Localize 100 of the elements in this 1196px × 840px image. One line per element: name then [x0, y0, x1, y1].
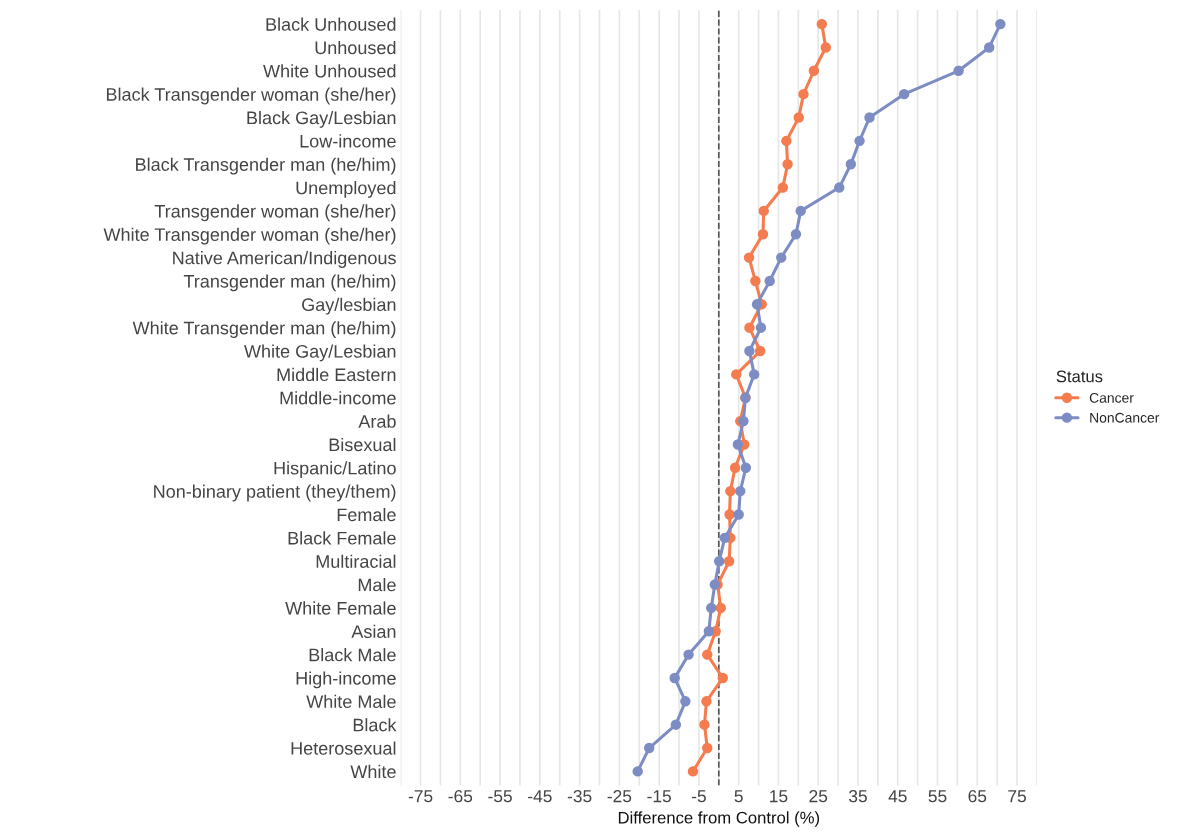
- point: [723, 556, 735, 567]
- point: [790, 229, 802, 240]
- x-tick-label: -5: [691, 790, 706, 803]
- point: [744, 345, 755, 357]
- point: [701, 696, 712, 707]
- y-tick-label: Heterosexual: [291, 741, 396, 755]
- point: [699, 719, 710, 730]
- point: [795, 205, 806, 217]
- point: [717, 672, 728, 684]
- point: [758, 205, 769, 217]
- y-tick-label: Transgender man (he/him): [183, 274, 396, 292]
- point: [632, 766, 643, 777]
- y-tick-label: Low-income: [300, 134, 396, 148]
- point: [729, 462, 741, 474]
- point: [670, 719, 682, 730]
- y-tick-label: Multiracial: [316, 554, 396, 568]
- point: [703, 626, 715, 637]
- point: [702, 649, 713, 660]
- x-tick-label: 25: [809, 790, 828, 803]
- point: [820, 42, 831, 53]
- y-tick-label: Unhoused: [315, 40, 396, 55]
- x-tick-label: -65: [448, 790, 473, 803]
- y-tick-label: White Transgender man (he/him): [132, 321, 396, 338]
- y-tick-label: White Male: [306, 694, 396, 709]
- point: [743, 252, 755, 263]
- y-tick-label: Bisexual: [329, 437, 396, 452]
- y-tick-label: Unemployed: [296, 181, 396, 198]
- point: [669, 672, 680, 684]
- y-tick-label: Hispanic/Latino: [274, 461, 396, 479]
- point: [793, 112, 804, 123]
- y-tick-label: High-income: [296, 671, 396, 689]
- point: [643, 742, 655, 754]
- y-tick-label: Non-binary patient (they/them): [154, 484, 396, 502]
- point: [816, 18, 828, 30]
- point: [798, 88, 809, 100]
- y-tick-label: Black Transgender man (he/him): [136, 157, 396, 175]
- point: [750, 275, 761, 287]
- x-tick-label: -25: [607, 790, 632, 803]
- y-tick-label: Black Gay/Lesbian: [247, 110, 396, 128]
- x-tick-label: 35: [848, 790, 867, 803]
- y-tick-label: Middle Eastern: [277, 367, 396, 382]
- y-tick-label: Male: [358, 578, 396, 592]
- y-tick-label: Female: [337, 507, 396, 522]
- point: [757, 229, 769, 240]
- point: [732, 439, 744, 450]
- x-tick-label: -35: [567, 790, 592, 803]
- point: [845, 159, 857, 170]
- point: [725, 485, 736, 497]
- point: [755, 322, 767, 333]
- y-tick-label: Arab: [358, 414, 396, 428]
- x-tick-label: -45: [528, 790, 552, 803]
- point: [702, 742, 713, 754]
- point: [808, 65, 820, 77]
- point: [706, 602, 717, 614]
- y-tick-label: Native American/Indigenous: [173, 251, 396, 268]
- point: [764, 275, 775, 287]
- point: [687, 766, 699, 777]
- point: [731, 369, 742, 380]
- point: [781, 135, 792, 147]
- point: [898, 88, 910, 100]
- point: [777, 182, 789, 193]
- point: [854, 135, 865, 147]
- y-tick-label: Asian: [351, 624, 396, 638]
- x-axis-title: Difference from Control (%): [618, 811, 820, 827]
- point: [984, 42, 995, 53]
- y-tick-label: Middle-income: [280, 391, 396, 405]
- point: [735, 485, 746, 497]
- y-tick-label: Black: [353, 718, 397, 732]
- legend-label: Cancer: [1089, 392, 1134, 403]
- point: [754, 345, 766, 357]
- legend-label: NonCancer: [1090, 412, 1160, 423]
- x-tick-label: -15: [647, 790, 671, 803]
- y-tick-label: White Unhoused: [263, 64, 396, 78]
- y-tick-label: Gay/lesbian: [302, 297, 396, 315]
- point: [782, 159, 793, 170]
- point: [864, 112, 875, 123]
- y-tick-label: Black Male: [309, 648, 396, 662]
- point: [953, 65, 964, 77]
- point: [680, 696, 691, 707]
- x-tick-label: 15: [770, 790, 788, 803]
- y-tick-label: Transgender woman (she/her): [154, 204, 396, 222]
- legend-title: Status: [1056, 370, 1103, 383]
- point: [995, 18, 1006, 30]
- point: [733, 509, 744, 520]
- x-tick-label: 45: [888, 790, 907, 803]
- point: [715, 602, 726, 614]
- x-tick-label: 75: [1008, 790, 1026, 803]
- point: [724, 509, 735, 520]
- y-tick-label: Black Unhoused: [266, 17, 396, 31]
- y-tick-label: White Gay/Lesbian: [244, 344, 396, 362]
- x-tick-label: -55: [488, 790, 512, 803]
- point: [748, 369, 760, 380]
- y-tick-label: White: [350, 764, 396, 779]
- x-tick-label: 55: [928, 790, 947, 803]
- y-tick-label: Black Transgender woman (she/her): [106, 87, 396, 105]
- y-tick-label: Black Female: [288, 531, 396, 545]
- x-tick-label: 5: [734, 790, 743, 803]
- x-tick-label: -75: [408, 790, 433, 803]
- point: [713, 556, 725, 567]
- point: [751, 299, 763, 310]
